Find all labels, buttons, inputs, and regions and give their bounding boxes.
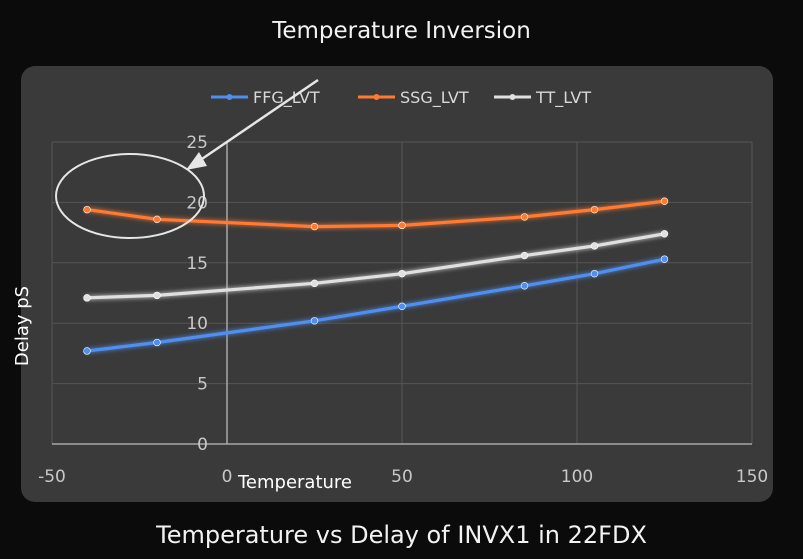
data-point-tt-lvt	[520, 251, 529, 260]
legend-marker	[373, 94, 380, 100]
chart-panel	[21, 66, 773, 502]
annotation-arrowhead	[186, 152, 207, 170]
data-point-ffg-lvt	[398, 302, 406, 310]
annotation-callout	[55, 78, 319, 239]
series-line-ffg-lvt	[85, 257, 667, 353]
x-tick-label: -50	[38, 467, 66, 487]
data-point-ssg-lvt	[398, 221, 406, 230]
series-line-ssg-lvt	[85, 199, 667, 229]
data-point-ffg-lvt	[310, 317, 319, 325]
data-point-ffg-lvt	[590, 269, 599, 278]
data-point-ffg-lvt	[660, 255, 669, 263]
legend-marker	[509, 94, 516, 100]
annotation-arrow	[195, 78, 319, 165]
y-tick-label: 5	[197, 375, 208, 395]
data-point-tt-lvt	[660, 230, 669, 238]
y-tick-label: 10	[186, 314, 208, 334]
annotation-ellipse	[55, 153, 205, 239]
data-point-tt-lvt	[398, 269, 406, 278]
legend-label: TT_LVT	[535, 88, 591, 108]
y-tick-label: 25	[186, 133, 208, 153]
page-title: Temperature Inversion	[272, 18, 531, 44]
legend-label: SSG_LVT	[400, 88, 469, 108]
data-point-tt-lvt	[83, 294, 91, 302]
y-tick-label: 20	[186, 193, 208, 213]
series-line-tt-lvt	[85, 232, 667, 300]
x-tick-label: 100	[561, 467, 593, 487]
figure-caption: Temperature vs Delay of INVX1 in 22FDX	[156, 521, 647, 549]
data-point-tt-lvt	[590, 242, 599, 250]
x-axis-title: Temperature	[237, 472, 352, 493]
y-tick-label: 15	[186, 254, 208, 274]
data-point-ffg-lvt	[520, 282, 529, 290]
data-point-ssg-lvt	[153, 215, 161, 224]
data-point-tt-lvt	[153, 291, 161, 300]
y-axis-title: Delay pS	[12, 286, 33, 366]
data-point-ffg-lvt	[153, 338, 161, 347]
data-point-ssg-lvt	[590, 205, 599, 214]
data-point-ssg-lvt	[83, 205, 91, 214]
y-tick-label: 0	[197, 435, 208, 455]
data-point-ssg-lvt	[520, 213, 529, 221]
data-point-ssg-lvt	[660, 197, 669, 205]
legend-label: FFG_LVT	[253, 88, 320, 108]
x-tick-label: 50	[391, 467, 413, 487]
data-point-ffg-lvt	[83, 347, 91, 355]
x-tick-label: 0	[222, 467, 233, 487]
x-tick-label: 150	[736, 467, 768, 487]
legend-marker	[226, 94, 233, 100]
data-point-tt-lvt	[310, 279, 319, 288]
data-point-ssg-lvt	[310, 222, 319, 231]
